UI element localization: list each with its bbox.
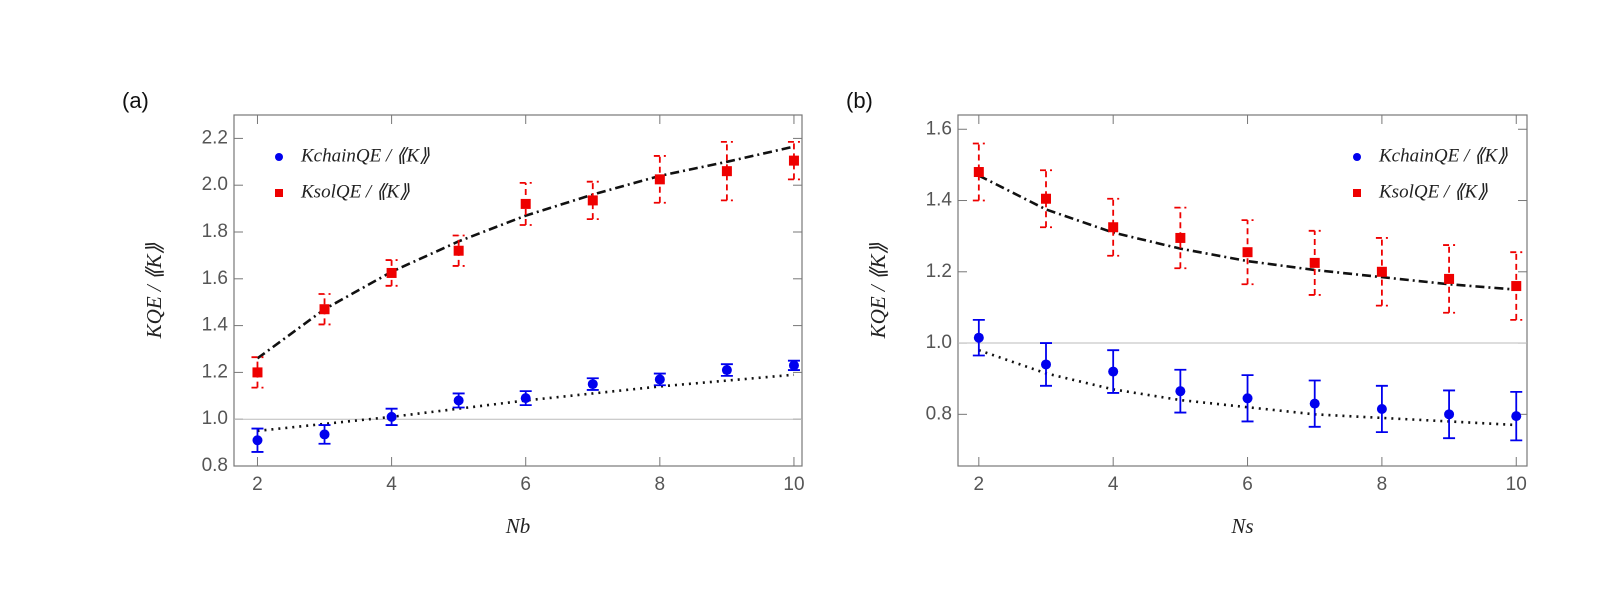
legend-marker bbox=[275, 189, 283, 197]
fit-curve bbox=[978, 348, 1517, 427]
data-point bbox=[520, 198, 531, 209]
y-tick-label: 1.4 bbox=[926, 190, 953, 211]
data-point bbox=[1242, 393, 1253, 404]
data-point bbox=[788, 360, 799, 371]
x-tick-label: 4 bbox=[386, 474, 397, 495]
y-tick-label: 2.2 bbox=[202, 127, 228, 148]
data-point bbox=[1041, 193, 1052, 204]
y-tick-label: 1.6 bbox=[926, 118, 952, 139]
error-bar bbox=[1040, 169, 1052, 229]
data-point bbox=[1108, 366, 1119, 377]
data-point bbox=[973, 167, 984, 178]
data-point bbox=[721, 365, 732, 376]
x-axis-label: Nb bbox=[505, 514, 531, 538]
data-point bbox=[1108, 222, 1119, 233]
data-point bbox=[1041, 359, 1052, 370]
data-point bbox=[1309, 257, 1320, 268]
x-tick-label: 6 bbox=[520, 474, 531, 495]
legend-label: KchainQE / ⟪K⟫ bbox=[1378, 145, 1508, 166]
data-point bbox=[453, 245, 464, 256]
y-tick-label: 1.6 bbox=[202, 268, 228, 289]
error-bar bbox=[1107, 197, 1120, 257]
y-tick-label: 1.0 bbox=[202, 408, 228, 429]
data-point bbox=[1376, 266, 1387, 277]
y-tick-label: 1.8 bbox=[202, 221, 228, 242]
data-point bbox=[1376, 403, 1387, 414]
y-axis-label: KQE / ⟪K⟫ bbox=[866, 242, 890, 339]
data-point bbox=[1242, 247, 1253, 258]
data-point bbox=[386, 411, 397, 422]
data-point bbox=[319, 304, 330, 315]
x-tick-label: 6 bbox=[1242, 474, 1253, 495]
data-point bbox=[1175, 386, 1186, 397]
x-tick-label: 10 bbox=[783, 474, 804, 495]
legend-label: KchainQE / ⟪K⟫ bbox=[300, 145, 430, 166]
x-tick-label: 10 bbox=[1506, 474, 1527, 495]
legend-marker bbox=[1353, 153, 1361, 161]
legend-marker bbox=[275, 153, 283, 161]
data-point bbox=[252, 367, 263, 378]
y-axis-label: KQE / ⟪K⟫ bbox=[142, 242, 166, 339]
data-point bbox=[1444, 409, 1455, 420]
x-tick-label: 2 bbox=[974, 474, 985, 495]
legend-marker bbox=[1353, 189, 1361, 197]
data-point bbox=[587, 379, 598, 390]
data-point bbox=[654, 174, 665, 185]
legend-label: KsolQE / ⟪K⟫ bbox=[300, 181, 410, 202]
data-point bbox=[973, 332, 984, 343]
x-tick-label: 4 bbox=[1108, 474, 1119, 495]
data-point bbox=[587, 195, 598, 206]
error-bar bbox=[972, 142, 985, 202]
data-point bbox=[1511, 281, 1522, 292]
fit-curve bbox=[257, 373, 795, 433]
y-tick-label: 1.0 bbox=[926, 332, 952, 353]
y-tick-label: 1.2 bbox=[202, 361, 228, 382]
panel-label: (b) bbox=[846, 88, 873, 113]
y-tick-label: 0.8 bbox=[926, 403, 952, 424]
x-axis-label: Ns bbox=[1230, 514, 1253, 538]
error-bar bbox=[586, 180, 599, 221]
data-point bbox=[319, 429, 330, 440]
panel-label: (a) bbox=[122, 88, 149, 113]
data-point bbox=[654, 374, 665, 385]
data-point bbox=[721, 166, 732, 177]
y-tick-label: 1.2 bbox=[926, 261, 952, 282]
y-tick-label: 2.0 bbox=[202, 174, 228, 195]
data-point bbox=[788, 155, 799, 166]
plot-frame bbox=[233, 114, 803, 467]
data-point bbox=[386, 267, 397, 278]
x-tick-label: 8 bbox=[655, 474, 666, 495]
data-point bbox=[1511, 411, 1522, 422]
data-point bbox=[1175, 232, 1186, 243]
error-bar bbox=[720, 141, 733, 202]
data-point bbox=[252, 435, 263, 446]
x-tick-label: 8 bbox=[1377, 474, 1388, 495]
fit-curve bbox=[256, 145, 795, 360]
legend-label: KsolQE / ⟪K⟫ bbox=[1378, 181, 1488, 202]
data-point bbox=[1309, 398, 1320, 409]
data-point bbox=[520, 393, 531, 404]
data-point bbox=[453, 395, 464, 406]
plot-frame bbox=[957, 114, 1528, 467]
error-bar bbox=[787, 141, 800, 181]
data-point bbox=[1444, 273, 1455, 284]
fit-curve bbox=[978, 174, 1517, 291]
x-tick-label: 2 bbox=[252, 474, 263, 495]
y-tick-label: 1.4 bbox=[202, 315, 229, 336]
y-tick-label: 0.8 bbox=[202, 455, 228, 476]
